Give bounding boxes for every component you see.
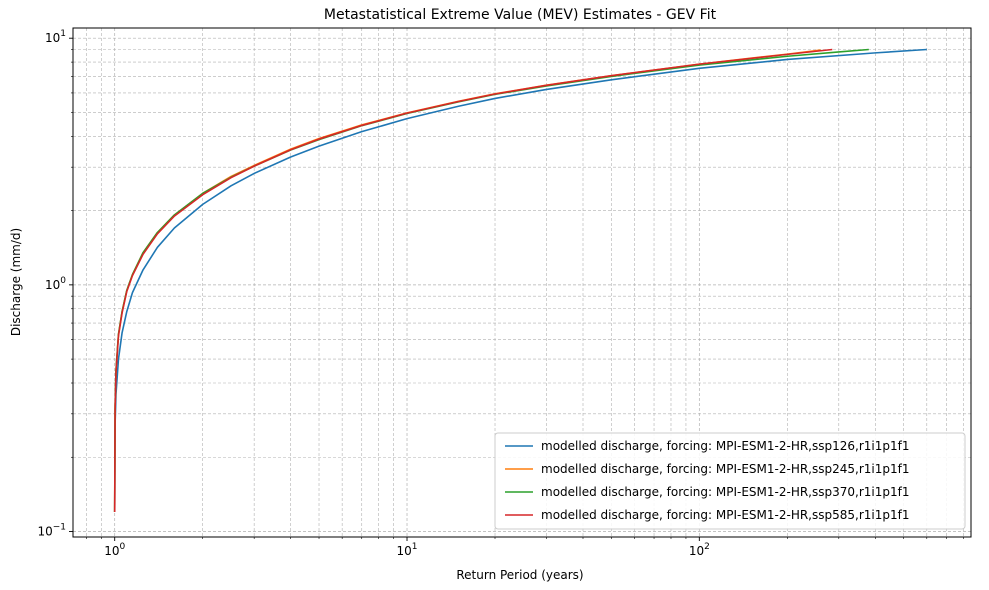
y-axis-label: Discharge (mm/d) (9, 228, 23, 336)
y-tick-label: 100 (45, 276, 66, 292)
series-line-4 (113, 48, 833, 512)
legend-label-2: modelled discharge, forcing: MPI-ESM1-2-… (541, 462, 909, 476)
legend-box (494, 432, 966, 530)
x-tick-label: 100 (104, 542, 125, 558)
y-axis-ticks: 10−1 100 101 (37, 29, 73, 539)
y-tick-label: 10−1 (37, 523, 66, 539)
series-layer (113, 48, 927, 512)
chart-title: Metastatistical Extreme Value (MEV) Esti… (324, 7, 717, 23)
legend-label-3: modelled discharge, forcing: MPI-ESM1-2-… (541, 485, 909, 499)
legend: modelled discharge, forcing: MPI-ESM1-2-… (494, 432, 966, 530)
legend-label-4: modelled discharge, forcing: MPI-ESM1-2-… (541, 508, 909, 522)
y-tick-label: 101 (45, 29, 66, 45)
legend-label-1: modelled discharge, forcing: MPI-ESM1-2-… (541, 439, 909, 453)
x-tick-label: 101 (397, 542, 418, 558)
x-axis-label: Return Period (years) (456, 568, 583, 582)
plot-frame (72, 27, 972, 538)
x-tick-label: 102 (689, 542, 710, 558)
x-axis-ticks: 100 101 102 (86, 537, 964, 558)
series-line-1 (113, 48, 927, 512)
